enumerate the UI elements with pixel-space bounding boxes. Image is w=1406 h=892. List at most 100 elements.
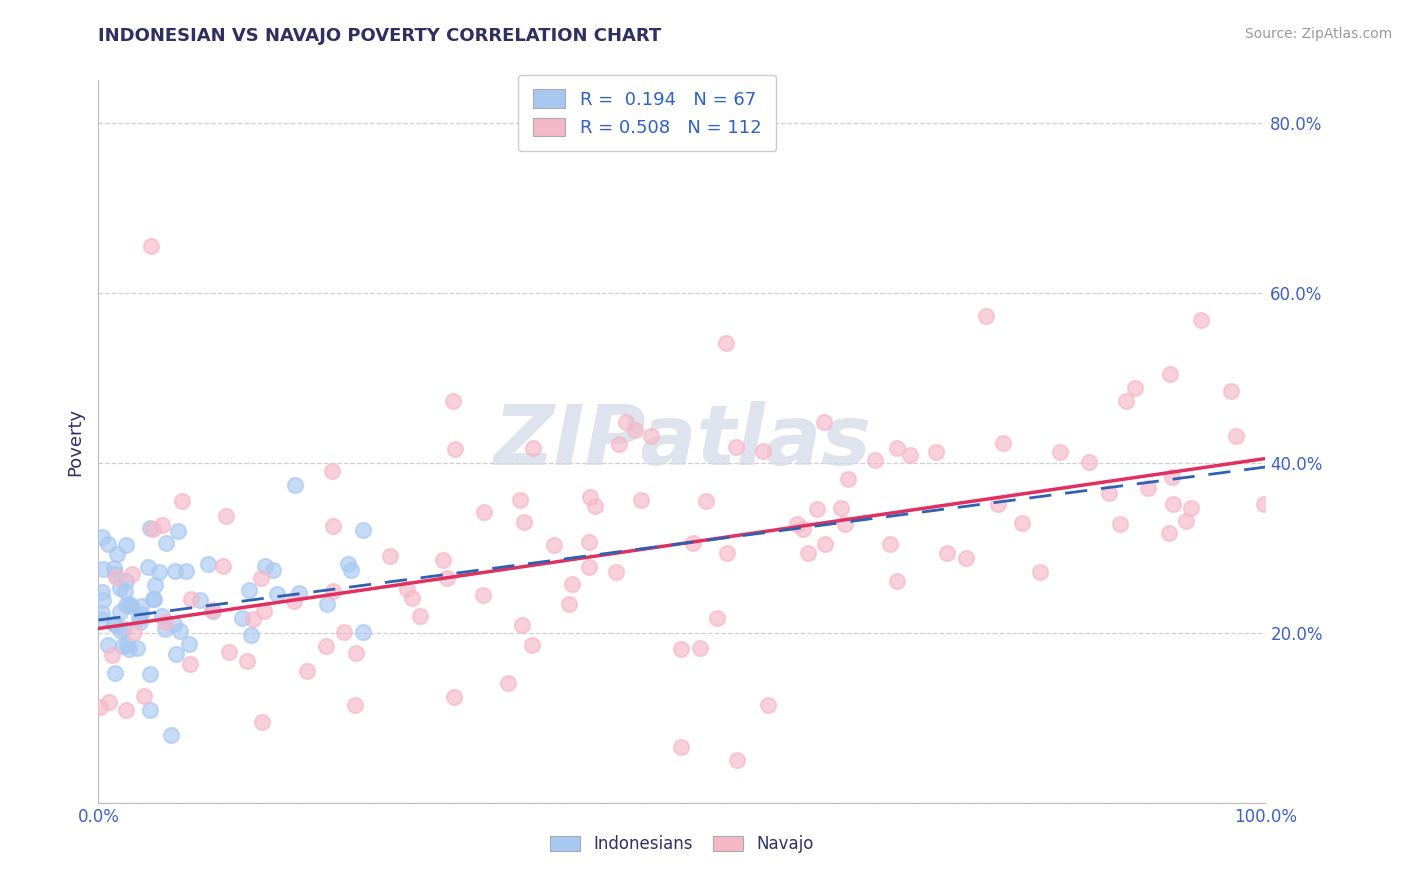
Point — [143, 592, 166, 607]
Point — [352, 523, 374, 537]
Point — [1011, 516, 1033, 531]
Point — [110, 624, 132, 638]
Point — [925, 445, 948, 459]
Point — [266, 587, 288, 601]
Text: Source: ZipAtlas.com: Source: ZipAtlas.com — [1244, 27, 1392, 41]
Point — [180, 592, 202, 607]
Point — [127, 640, 149, 655]
Point — [152, 608, 174, 623]
Point — [441, 394, 464, 409]
Point — [409, 608, 432, 623]
Point — [112, 640, 135, 654]
Point — [103, 560, 125, 574]
Point — [117, 641, 139, 656]
Point — [89, 700, 111, 714]
Point — [218, 645, 240, 659]
Point — [786, 516, 808, 531]
Point — [578, 534, 600, 549]
Point — [90, 607, 112, 621]
Point — [863, 453, 886, 467]
Point — [322, 519, 344, 533]
Point — [90, 612, 112, 626]
Point — [344, 646, 367, 660]
Point — [336, 557, 359, 571]
Point — [1137, 481, 1160, 495]
Legend: Indonesians, Navajo: Indonesians, Navajo — [544, 828, 820, 860]
Point — [131, 599, 153, 613]
Point — [134, 689, 156, 703]
Point — [165, 647, 187, 661]
Point — [91, 592, 114, 607]
Point — [682, 536, 704, 550]
Point — [1049, 445, 1071, 459]
Point — [201, 603, 224, 617]
Point — [898, 448, 921, 462]
Point — [509, 493, 531, 508]
Point — [252, 604, 274, 618]
Point — [114, 599, 136, 613]
Point — [837, 472, 859, 486]
Point — [886, 574, 908, 589]
Point — [120, 599, 142, 613]
Point — [90, 585, 112, 599]
Point — [991, 436, 1014, 450]
Point — [108, 582, 131, 596]
Point — [155, 535, 177, 549]
Point — [1123, 381, 1146, 395]
Point — [543, 537, 565, 551]
Point — [139, 521, 162, 535]
Point — [352, 624, 374, 639]
Point — [262, 563, 284, 577]
Point — [142, 522, 165, 536]
Point — [179, 657, 201, 671]
Point — [792, 522, 814, 536]
Point — [583, 499, 606, 513]
Point — [955, 551, 977, 566]
Point — [1160, 470, 1182, 484]
Point — [322, 583, 344, 598]
Point — [830, 500, 852, 515]
Point — [97, 537, 120, 551]
Point — [1189, 313, 1212, 327]
Point — [444, 442, 467, 456]
Point — [104, 616, 127, 631]
Point — [93, 562, 115, 576]
Point — [148, 565, 170, 579]
Point — [136, 559, 159, 574]
Point — [605, 565, 627, 579]
Point — [315, 640, 337, 654]
Point — [607, 436, 630, 450]
Point — [163, 564, 186, 578]
Point — [288, 586, 311, 600]
Point — [472, 505, 495, 519]
Point — [578, 560, 600, 574]
Point — [401, 591, 423, 606]
Point — [623, 423, 645, 437]
Point — [128, 611, 150, 625]
Point — [129, 607, 152, 622]
Point — [724, 440, 747, 454]
Point — [250, 571, 273, 585]
Point — [239, 628, 262, 642]
Point — [321, 464, 343, 478]
Point — [333, 624, 356, 639]
Point — [139, 666, 162, 681]
Point — [558, 597, 581, 611]
Point — [1225, 429, 1247, 443]
Point — [115, 703, 138, 717]
Text: INDONESIAN VS NAVAJO POVERTY CORRELATION CHART: INDONESIAN VS NAVAJO POVERTY CORRELATION… — [98, 27, 662, 45]
Point — [1115, 394, 1137, 409]
Point — [797, 546, 820, 560]
Point — [669, 642, 692, 657]
Point — [974, 309, 997, 323]
Point — [1161, 497, 1184, 511]
Y-axis label: Poverty: Poverty — [66, 408, 84, 475]
Point — [121, 567, 143, 582]
Point — [1253, 497, 1275, 511]
Point — [432, 553, 454, 567]
Point — [174, 564, 197, 578]
Point — [97, 639, 120, 653]
Point — [512, 516, 534, 530]
Point — [579, 490, 602, 504]
Point — [813, 415, 835, 429]
